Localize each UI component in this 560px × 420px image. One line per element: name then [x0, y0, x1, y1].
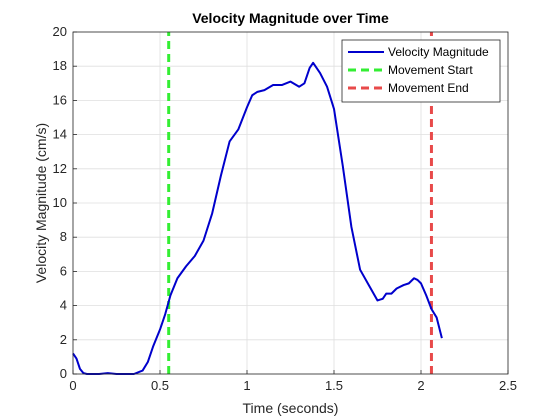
legend: Velocity Magnitude Movement Start Movement… — [342, 40, 500, 102]
x-tick-label: 2.5 — [499, 378, 517, 393]
x-tick-label: 1.5 — [325, 378, 343, 393]
y-tick-label: 0 — [60, 366, 67, 381]
y-axis-label: Velocity Magnitude (cm/s) — [33, 123, 49, 283]
y-tick-label: 8 — [60, 229, 67, 244]
legend-entry-label: Movement End — [388, 81, 469, 95]
y-tick-label: 10 — [53, 195, 67, 210]
y-tick-label: 18 — [53, 58, 67, 73]
x-tick-label: 1 — [243, 378, 250, 393]
y-tick-label: 2 — [60, 332, 67, 347]
y-tick-label: 20 — [53, 24, 67, 39]
y-tick-label: 6 — [60, 263, 67, 278]
y-tick-label: 16 — [53, 92, 67, 107]
chart-title: Velocity Magnitude over Time — [192, 10, 389, 26]
legend-entry-label: Movement Start — [388, 63, 473, 77]
x-tick-label: 0 — [69, 378, 76, 393]
y-tick-label: 12 — [53, 161, 67, 176]
y-tick-label: 14 — [53, 127, 67, 142]
x-axis-label: Time (seconds) — [243, 400, 339, 416]
legend-entry-label: Velocity Magnitude — [388, 45, 489, 59]
x-tick-label: 0.5 — [151, 378, 169, 393]
y-tick-label: 4 — [60, 298, 67, 313]
x-tick-label: 2 — [417, 378, 424, 393]
